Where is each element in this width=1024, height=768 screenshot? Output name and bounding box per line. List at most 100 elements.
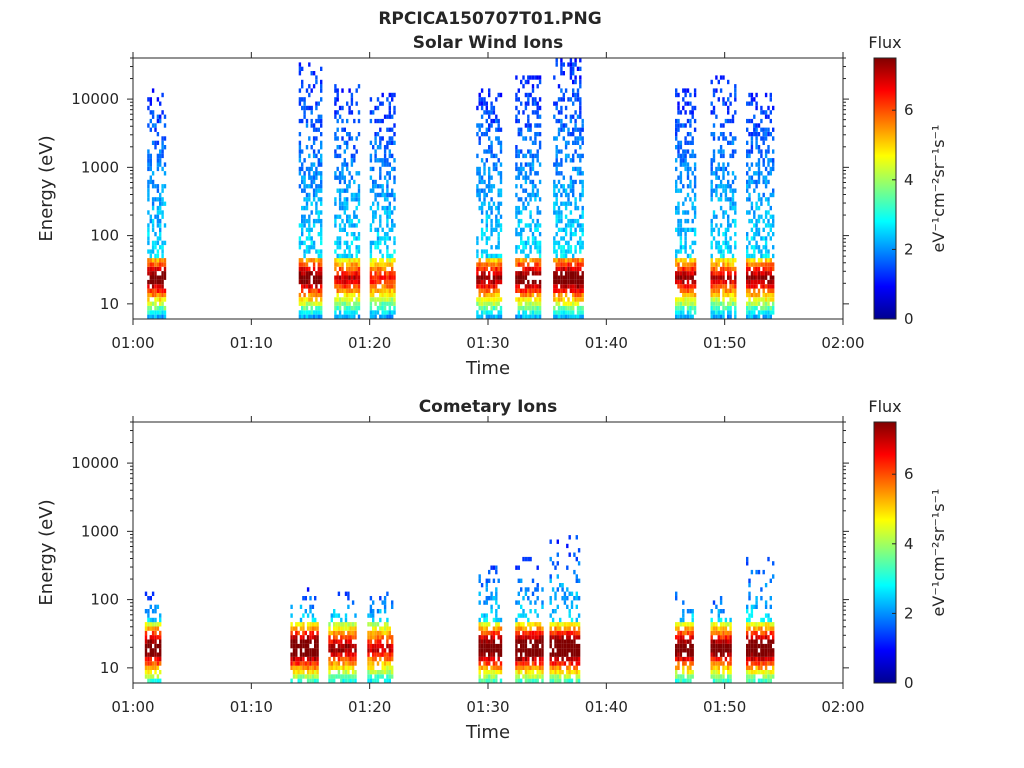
spectrogram-cell — [342, 622, 345, 627]
spectrogram-cell — [343, 284, 346, 289]
spectrogram-cell — [579, 75, 582, 80]
spectrogram-cell — [355, 310, 358, 315]
spectrogram-cell — [334, 223, 337, 228]
spectrogram-cell — [562, 266, 565, 272]
spectrogram-cell — [340, 648, 343, 653]
spectrogram-cell — [710, 245, 713, 250]
spectrogram-cell — [531, 661, 535, 666]
spectrogram-cell — [303, 214, 306, 219]
spectrogram-cell — [693, 192, 697, 198]
spectrogram-cell — [149, 622, 152, 627]
spectrogram-cell — [755, 145, 758, 150]
spectrogram-cell — [520, 232, 523, 237]
spectrogram-cell — [538, 132, 542, 137]
spectrogram-cell — [569, 175, 573, 180]
spectrogram-cell — [755, 292, 758, 298]
spectrogram-cell — [772, 266, 775, 272]
spectrogram-cell — [693, 271, 697, 276]
spectrogram-cell — [151, 88, 155, 93]
spectrogram-cell — [163, 297, 167, 302]
spectrogram-cell — [724, 240, 728, 246]
spectrogram-cell — [149, 266, 152, 272]
spectrogram-cell — [144, 652, 148, 657]
spectrogram-cell — [531, 110, 535, 115]
spectrogram-cell — [372, 609, 375, 614]
spectrogram-cell — [727, 630, 730, 636]
spectrogram-cell — [686, 218, 690, 224]
spectrogram-cell — [483, 305, 486, 311]
spectrogram-cell — [531, 192, 535, 198]
spectrogram-cell — [753, 292, 756, 298]
spectrogram-cell — [297, 665, 300, 670]
spectrogram-cell — [724, 258, 728, 263]
spectrogram-cell — [315, 75, 318, 80]
spectrogram-cell — [719, 310, 723, 315]
spectrogram-cell — [388, 314, 391, 319]
spectrogram-cell — [729, 292, 732, 298]
spectrogram-cell — [499, 92, 503, 98]
spectrogram-cell — [308, 301, 311, 306]
spectrogram-cell — [682, 609, 685, 614]
spectrogram-cell — [292, 652, 296, 657]
spectrogram-cell — [515, 652, 518, 657]
spectrogram-cell — [753, 604, 756, 609]
spectrogram-cell — [750, 635, 754, 640]
spectrogram-cell — [576, 258, 580, 263]
spectrogram-cell — [524, 79, 528, 85]
spectrogram-cell — [536, 587, 539, 592]
spectrogram-cell — [538, 648, 542, 653]
spectrogram-cell — [753, 630, 756, 636]
spectrogram-cell — [527, 127, 530, 132]
spectrogram-cell — [312, 71, 316, 76]
spectrogram-cell — [572, 288, 575, 293]
spectrogram-cell — [559, 643, 562, 649]
spectrogram-cell — [746, 127, 749, 132]
spectrogram-cell — [767, 253, 770, 259]
spectrogram-cell — [485, 105, 488, 111]
spectrogram-cell — [534, 622, 537, 627]
spectrogram-cell — [517, 622, 520, 627]
spectrogram-cell — [497, 301, 500, 306]
spectrogram-cell — [686, 284, 690, 289]
spectrogram-cell — [682, 622, 685, 627]
spectrogram-cell — [520, 635, 523, 640]
spectrogram-cell — [336, 240, 339, 246]
spectrogram-cell — [317, 275, 320, 280]
spectrogram-cell — [159, 314, 162, 319]
spectrogram-cell — [715, 171, 718, 176]
spectrogram-cell — [381, 253, 384, 259]
spectrogram-cell — [573, 569, 576, 575]
spectrogram-cell — [693, 205, 697, 211]
spectrogram-cell — [497, 271, 500, 276]
spectrogram-cell — [483, 149, 486, 154]
spectrogram-cell — [393, 240, 396, 246]
spectrogram-cell — [376, 279, 380, 285]
spectrogram-cell — [333, 613, 336, 618]
spectrogram-cell — [750, 262, 754, 267]
spectrogram-cell — [686, 305, 690, 311]
spectrogram-cell — [769, 171, 772, 176]
spectrogram-cell — [344, 617, 348, 623]
spectrogram-cell — [522, 297, 525, 302]
spectrogram-cell — [727, 140, 730, 145]
spectrogram-cell — [555, 214, 558, 219]
spectrogram-cell — [727, 218, 730, 224]
spectrogram-cell — [764, 114, 768, 119]
spectrogram-cell — [750, 305, 754, 311]
spectrogram-cell — [316, 670, 319, 675]
spectrogram-cell — [750, 674, 754, 679]
spectrogram-cell — [163, 145, 167, 150]
spectrogram-cell — [531, 236, 535, 241]
spectrogram-cell — [579, 245, 582, 250]
spectrogram-cell — [729, 661, 732, 666]
spectrogram-cell — [154, 661, 157, 666]
spectrogram-cell — [149, 179, 152, 185]
spectrogram-cell — [755, 205, 758, 211]
spectrogram-cell — [515, 279, 518, 285]
spectrogram-cell — [531, 188, 535, 193]
spectrogram-cell — [555, 279, 558, 285]
spectrogram-cell — [315, 218, 318, 224]
spectrogram-cell — [367, 670, 370, 675]
spectrogram-cell — [562, 249, 565, 254]
